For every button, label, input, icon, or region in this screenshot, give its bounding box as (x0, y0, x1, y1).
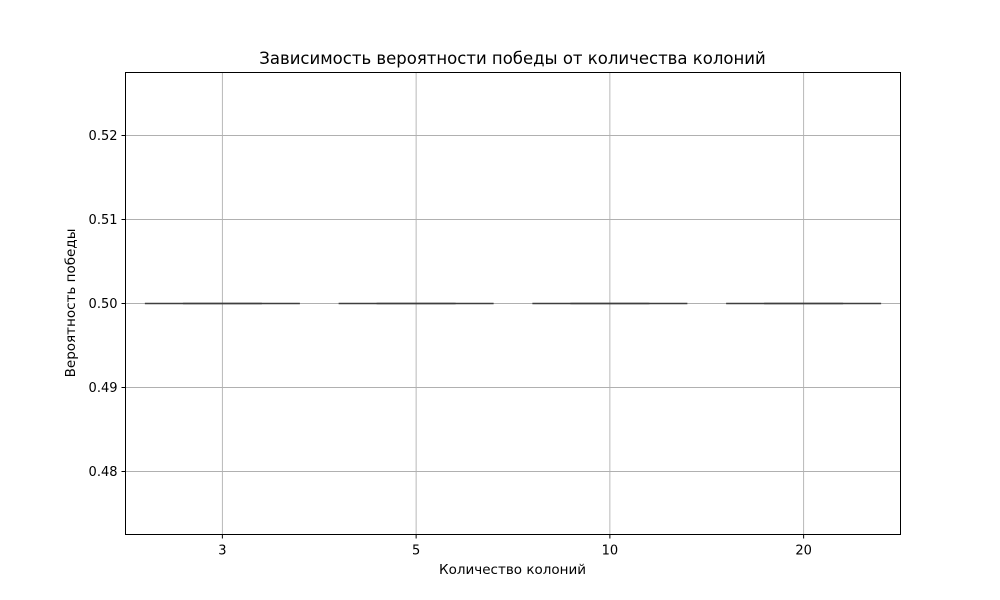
x-axis-label: Количество колоний (439, 562, 586, 578)
x-tick-label: 5 (412, 544, 420, 559)
chart-title: Зависимость вероятности победы от количе… (259, 49, 765, 68)
tick-layer: 0.48 0.49 0.50 0.51 0.52 3 5 10 20 (89, 129, 812, 559)
x-tick-label: 20 (795, 544, 812, 559)
y-axis-label: Вероятность победы (63, 229, 79, 378)
y-tick-label: 0.49 (89, 381, 118, 396)
y-tick-label: 0.48 (89, 465, 118, 480)
x-tick-label: 10 (602, 544, 619, 559)
y-tick-label: 0.50 (89, 297, 118, 312)
x-tick-label: 3 (218, 544, 226, 559)
y-tick-label: 0.51 (89, 213, 118, 228)
y-tick-label: 0.52 (89, 129, 118, 144)
